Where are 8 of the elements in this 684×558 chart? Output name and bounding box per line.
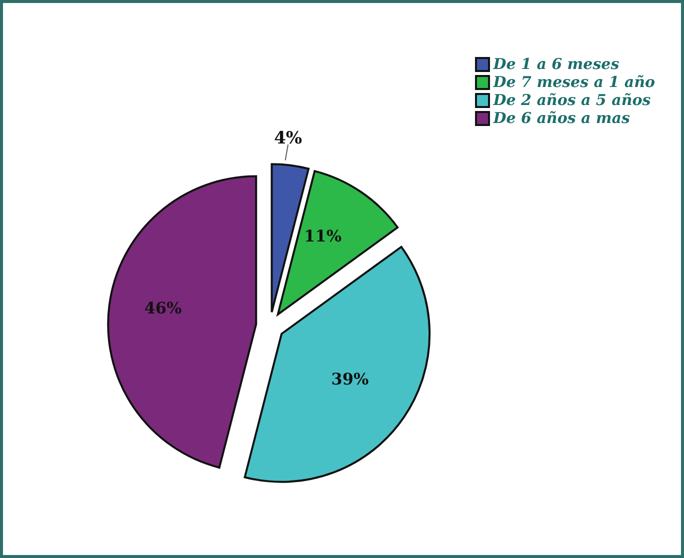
legend-label: De 7 meses a 1 año	[493, 73, 655, 91]
data-label: 39%	[331, 369, 369, 388]
data-label: 46%	[144, 298, 182, 318]
legend-label: De 2 años a 5 años	[493, 91, 651, 109]
legend-label: De 1 a 6 meses	[493, 55, 620, 73]
data-label: 11%	[304, 226, 342, 246]
data-label: 4%	[274, 128, 302, 148]
legend-label: De 6 años a mas	[493, 109, 630, 127]
